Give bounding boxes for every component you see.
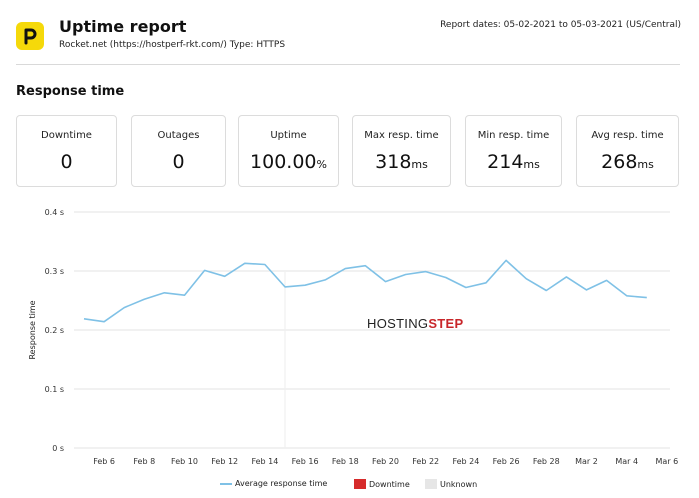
legend-label: Average response time: [235, 479, 328, 488]
x-tick-label: Feb 8: [133, 457, 155, 466]
stat-label: Avg resp. time: [591, 130, 664, 141]
y-axis-label: Response time: [28, 300, 37, 359]
y-tick-label: 0.2 s: [45, 326, 64, 335]
stat-value: 318ms: [375, 151, 428, 173]
stat-label: Downtime: [41, 130, 92, 141]
stat-card-downtime: Downtime 0: [16, 115, 117, 187]
stat-value: 268ms: [601, 151, 654, 173]
x-tick-label: Feb 6: [93, 457, 115, 466]
x-tick-label: Feb 26: [493, 457, 520, 466]
x-tick-label: Feb 24: [452, 457, 479, 466]
stat-label: Max resp. time: [364, 130, 439, 141]
stat-label: Outages: [157, 130, 200, 141]
stat-card-max-resp: Max resp. time 318ms: [352, 115, 451, 187]
x-tick-label: Feb 14: [251, 457, 278, 466]
app-logo: [16, 22, 44, 50]
stat-value: 100.00%: [250, 151, 327, 173]
stat-card-outages: Outages 0: [131, 115, 226, 187]
page-title: Uptime report: [59, 17, 187, 36]
section-title: Response time: [16, 84, 125, 99]
stat-card-avg-resp: Avg resp. time 268ms: [576, 115, 679, 187]
x-tick-label: Feb 16: [292, 457, 319, 466]
stat-card-uptime: Uptime 100.00%: [238, 115, 339, 187]
legend-item-unknown: Unknown: [425, 479, 477, 489]
legend-label: Unknown: [440, 479, 478, 489]
stat-value: 214ms: [487, 151, 540, 173]
monitor-subtitle: Rocket.net (https://hostperf-rkt.com/) T…: [59, 40, 286, 50]
logo-p-icon: [24, 28, 37, 45]
stat-label: Min resp. time: [477, 130, 550, 141]
chart-legend: Average response time Downtime Unknown: [0, 479, 699, 491]
x-tick-label: Feb 20: [372, 457, 399, 466]
legend-label: Downtime: [369, 479, 410, 489]
legend-swatch: [425, 479, 437, 489]
report-dates: Report dates: 05-02-2021 to 05-03-2021 (…: [440, 20, 681, 30]
x-tick-label: Feb 12: [211, 457, 238, 466]
legend-swatch: [354, 479, 366, 489]
y-tick-label: 0.1 s: [45, 385, 64, 394]
x-tick-label: Feb 18: [332, 457, 359, 466]
y-tick-label: 0 s: [52, 444, 64, 453]
legend-item-downtime: Downtime: [354, 479, 410, 489]
response-time-chart: 0.4 s 0.3 s 0.2 s 0.1 s 0 s Response time Feb …: [28, 208, 679, 466]
x-tick-label: Mar 6: [656, 457, 679, 466]
legend-item-average-response-time: Average response time: [220, 479, 327, 488]
x-tick-label: Mar 4: [615, 457, 638, 466]
x-tick-label: Feb 10: [171, 457, 198, 466]
x-tick-label: Mar 2: [575, 457, 598, 466]
stat-card-min-resp: Min resp. time 214ms: [465, 115, 562, 187]
header-divider: [16, 64, 680, 65]
legend-swatch: [220, 482, 232, 485]
series-line-average-response-time: [83, 259, 647, 323]
x-tick-label: Feb 22: [412, 457, 439, 466]
y-tick-label: 0.3 s: [45, 267, 64, 276]
hostingstep-watermark: HOSTINGSTEP: [367, 316, 464, 331]
x-tick-label: Feb 28: [533, 457, 560, 466]
stat-value: 0: [172, 151, 185, 173]
stat-value: 0: [60, 151, 73, 173]
y-tick-label: 0.4 s: [45, 208, 64, 217]
stat-label: Uptime: [270, 130, 307, 141]
